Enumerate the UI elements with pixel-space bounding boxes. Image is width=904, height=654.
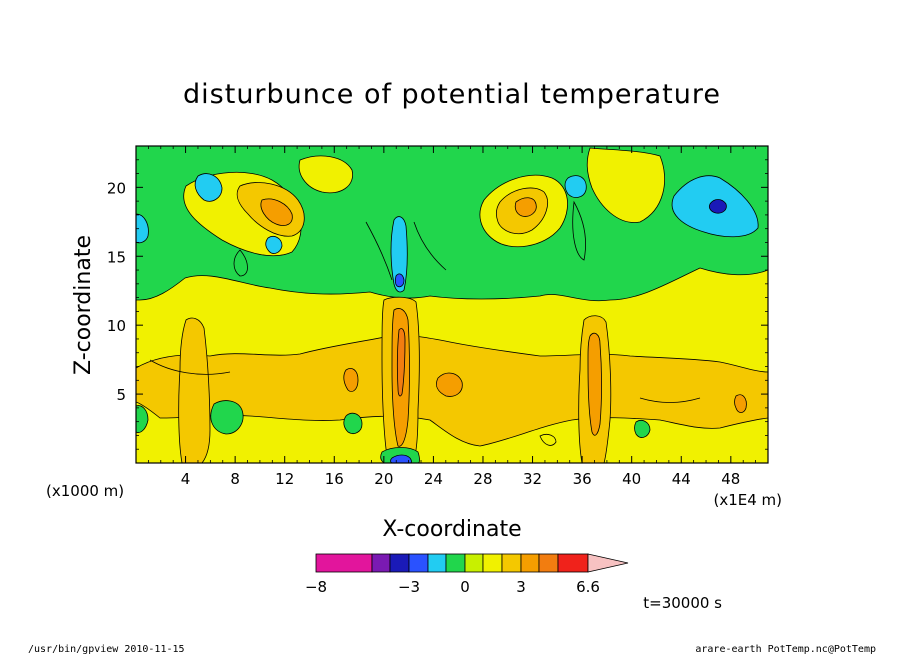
contour-column-left xyxy=(178,317,211,463)
contour-blue-upper-center xyxy=(394,273,405,288)
contour-green-lower-2 xyxy=(343,412,363,434)
x-tick-label: 28 xyxy=(473,470,492,488)
x-tick-label: 16 xyxy=(325,470,344,488)
x-tick-label: 20 xyxy=(374,470,393,488)
x-axis-label: X-coordinate xyxy=(382,517,521,542)
x-unit-left-label: (x1000 m) xyxy=(46,482,124,500)
colorbar-box xyxy=(501,553,522,573)
contour-column-center-red xyxy=(396,328,406,397)
y-tick-label: 10 xyxy=(107,317,126,335)
colorbar-box xyxy=(464,553,484,573)
y-axis-label: Z-coordinate xyxy=(71,235,96,375)
x-tick-label: 36 xyxy=(573,470,592,488)
colorbar-box xyxy=(557,553,589,573)
x-tick-label: 48 xyxy=(721,470,740,488)
contour-yellow-upper-4 xyxy=(298,155,353,194)
colorbar-tick-label: 3 xyxy=(516,578,526,596)
x-axis: 4 8 12 16 20 24 28 32 36 40 44 48 xyxy=(147,146,757,488)
contour-cyan-upper-center xyxy=(390,216,408,293)
colorbar-tick-label: −8 xyxy=(305,578,327,596)
contour-line-2 xyxy=(365,221,393,281)
colorbar-box xyxy=(520,553,540,573)
contour-cyan-upper-mid xyxy=(564,175,587,198)
y-tick-label: 15 xyxy=(107,248,126,266)
footer-right: arare-earth_PotTemp.nc@PotTemp xyxy=(695,644,876,654)
contour-line-4 xyxy=(572,200,586,261)
contour-orange-upper-right xyxy=(514,197,537,217)
colorbar-tick-label: −3 xyxy=(398,578,420,596)
colorbar: −8 −3 0 3 6.6 xyxy=(305,553,629,596)
x-tick-label: 24 xyxy=(424,470,443,488)
colorbar-arrow xyxy=(587,553,629,573)
contour-line-5 xyxy=(149,359,231,375)
contour-blue-lower xyxy=(390,454,412,463)
contour-line-7 xyxy=(539,434,557,446)
footer-left: /usr/bin/gpview 2010-11-15 xyxy=(28,644,185,654)
contour-orange-lower-2 xyxy=(343,368,359,392)
colorbar-box xyxy=(389,553,410,573)
colorbar-tick-label: 6.6 xyxy=(576,578,600,596)
colorbar-box xyxy=(427,553,447,573)
plot-area xyxy=(136,146,768,463)
colorbar-box xyxy=(482,553,503,573)
contour-green-lower-1 xyxy=(210,400,244,435)
contour-green-lower-4 xyxy=(634,420,651,438)
x-tick-label: 12 xyxy=(275,470,294,488)
x-tick-label: 4 xyxy=(181,470,191,488)
contour-green-lower-5 xyxy=(136,405,149,433)
contour-yellow-upper-3 xyxy=(586,147,666,223)
colorbar-box xyxy=(371,553,391,573)
contour-column-right-orange xyxy=(587,332,602,436)
y-tick-label: 20 xyxy=(107,179,126,197)
colorbar-box xyxy=(445,553,466,573)
contour-blue-upper-right xyxy=(708,199,727,214)
contour-line-1 xyxy=(233,249,248,277)
x-tick-label: 40 xyxy=(622,470,641,488)
contour-line-3 xyxy=(413,221,447,271)
contour-orange-lower-1 xyxy=(436,372,463,397)
contour-orange-lower-3 xyxy=(734,394,747,413)
colorbar-box xyxy=(538,553,559,573)
contour-line-6 xyxy=(639,397,701,403)
x-tick-label: 44 xyxy=(672,470,691,488)
time-label: t=30000 s xyxy=(643,594,722,612)
x-unit-right-label: (x1E4 m) xyxy=(713,491,782,509)
plot-frame xyxy=(135,145,769,464)
contour-cyan-upper-left xyxy=(194,173,223,202)
y-axis: 5 10 15 20 xyxy=(107,159,768,450)
chart-title: disturbunce of potential temperature xyxy=(183,79,721,110)
contour-cyan-upper-small xyxy=(265,236,283,254)
x-tick-label: 8 xyxy=(230,470,240,488)
colorbar-tick-label: 0 xyxy=(460,578,470,596)
x-tick-label: 32 xyxy=(523,470,542,488)
colorbar-box xyxy=(408,553,429,573)
y-tick-label: 5 xyxy=(116,386,126,404)
colorbar-box xyxy=(315,553,373,573)
contour-orange-upper-left xyxy=(260,198,293,226)
